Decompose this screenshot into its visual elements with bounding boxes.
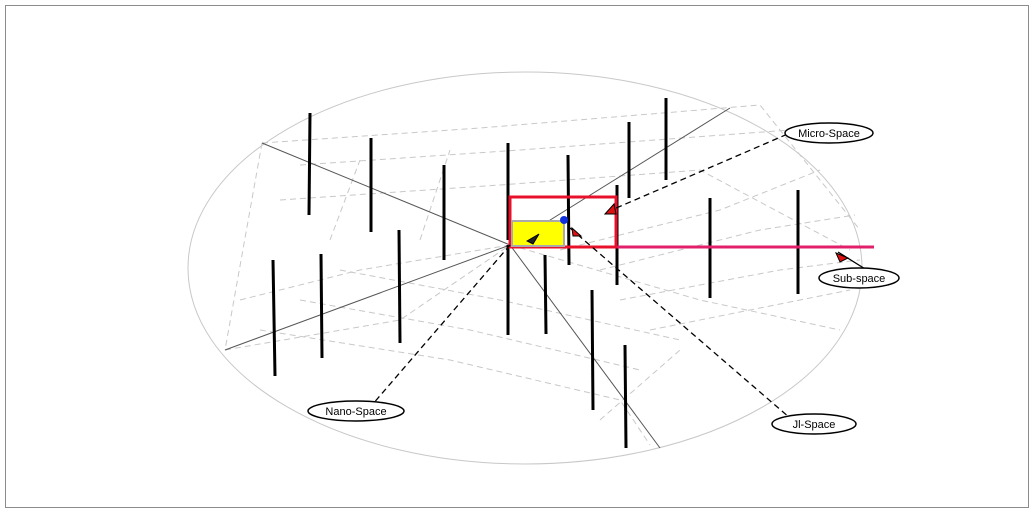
diagram-frame (5, 5, 1029, 508)
leader-lines (371, 132, 791, 419)
label-nano-space-text: Nano-Space (325, 406, 386, 418)
label-nano-space: Nano-Space (307, 400, 405, 422)
label-sub-space: Sub-space (818, 267, 900, 289)
axis-lines (224, 107, 731, 449)
post (271, 259, 277, 377)
label-sub-space-text: Sub-space (833, 273, 886, 285)
post (319, 253, 324, 359)
post (543, 254, 548, 335)
label-jl-space-text: Jl-Space (793, 419, 836, 431)
sub-marker (835, 252, 850, 263)
post (397, 229, 402, 344)
micro-marker (603, 202, 617, 215)
nano-space-box (511, 220, 565, 247)
perspective-grid (224, 104, 861, 446)
outer-ellipse (187, 71, 863, 465)
nano-marker (525, 233, 540, 245)
post (590, 289, 595, 411)
label-jl-space: Jl-Space (771, 413, 857, 435)
label-micro-space-text: Micro-Space (798, 128, 860, 140)
post (623, 344, 628, 449)
direction-markers (525, 202, 850, 263)
label-micro-space: Micro-Space (784, 122, 874, 144)
vertical-posts (271, 98, 800, 449)
origin-dot (560, 216, 568, 224)
post (307, 112, 312, 216)
jl-marker (571, 226, 583, 237)
